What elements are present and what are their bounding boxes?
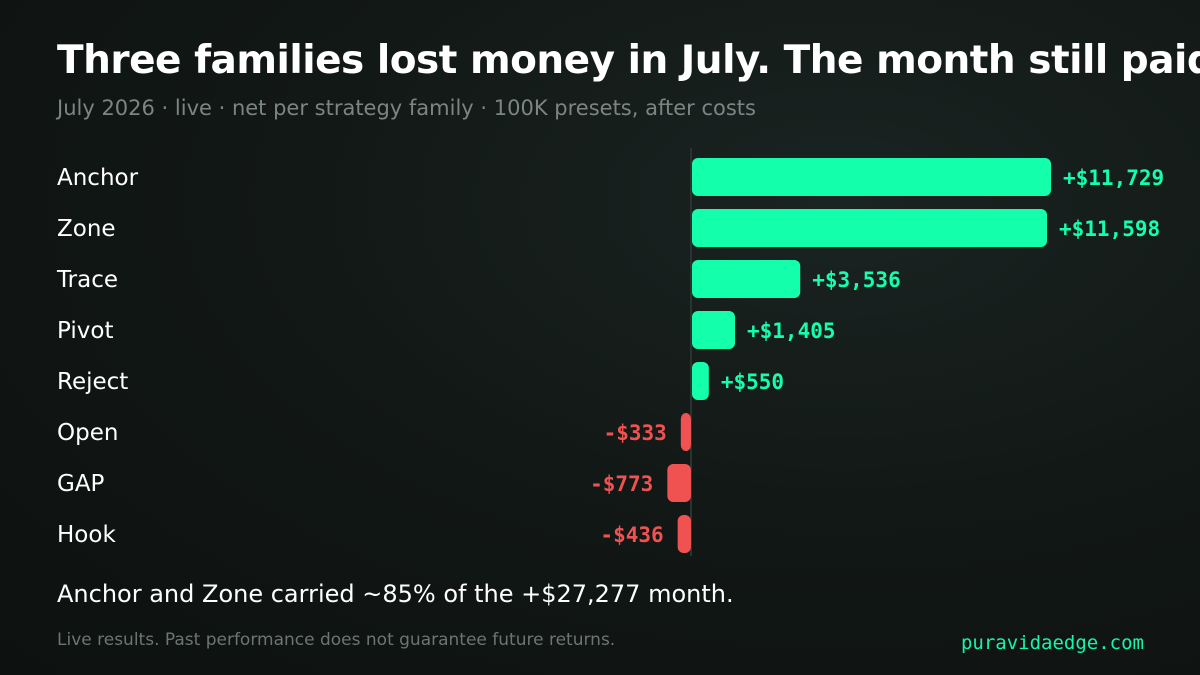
value-label-open: -$333 [604,421,667,445]
category-label-zone: Zone [57,216,116,242]
category-label-gap: GAP [57,471,105,497]
category-label-open: Open [57,420,118,446]
value-label-anchor: +$11,729 [1063,166,1164,190]
bar-trace [692,260,801,298]
category-label-anchor: Anchor [57,165,139,191]
bar-hook [677,515,691,553]
disclaimer-footnote: Live results. Past performance does not … [57,630,616,650]
bar-chart: Anchor +$11,729 Zone +$11,598 Trace +$3,536 Pi… [56,148,1165,556]
value-label-zone: +$11,598 [1059,217,1160,241]
category-label-trace: Trace [56,267,118,293]
value-label-pivot: +$1,405 [747,319,836,343]
category-label-hook: Hook [57,522,116,548]
chart-subtitle: July 2026 · live · net per strategy fami… [57,96,756,120]
bar-zone [692,209,1047,247]
category-label-reject: Reject [57,369,128,395]
bar-open [680,413,691,451]
brand-url[interactable]: puravidaedge.com [960,632,1144,654]
value-label-gap: -$773 [590,472,653,496]
summary-callout: Anchor and Zone carried ~85% of the +$27… [57,580,734,608]
bar-reject [692,362,709,400]
value-label-hook: -$436 [600,523,663,547]
bar-pivot [692,311,736,349]
bar-gap [667,464,691,502]
chart-title: Three families lost money in July. The m… [57,38,1200,83]
category-label-pivot: Pivot [57,318,113,344]
value-label-reject: +$550 [721,370,784,394]
bar-anchor [692,158,1051,196]
value-label-trace: +$3,536 [812,268,901,292]
